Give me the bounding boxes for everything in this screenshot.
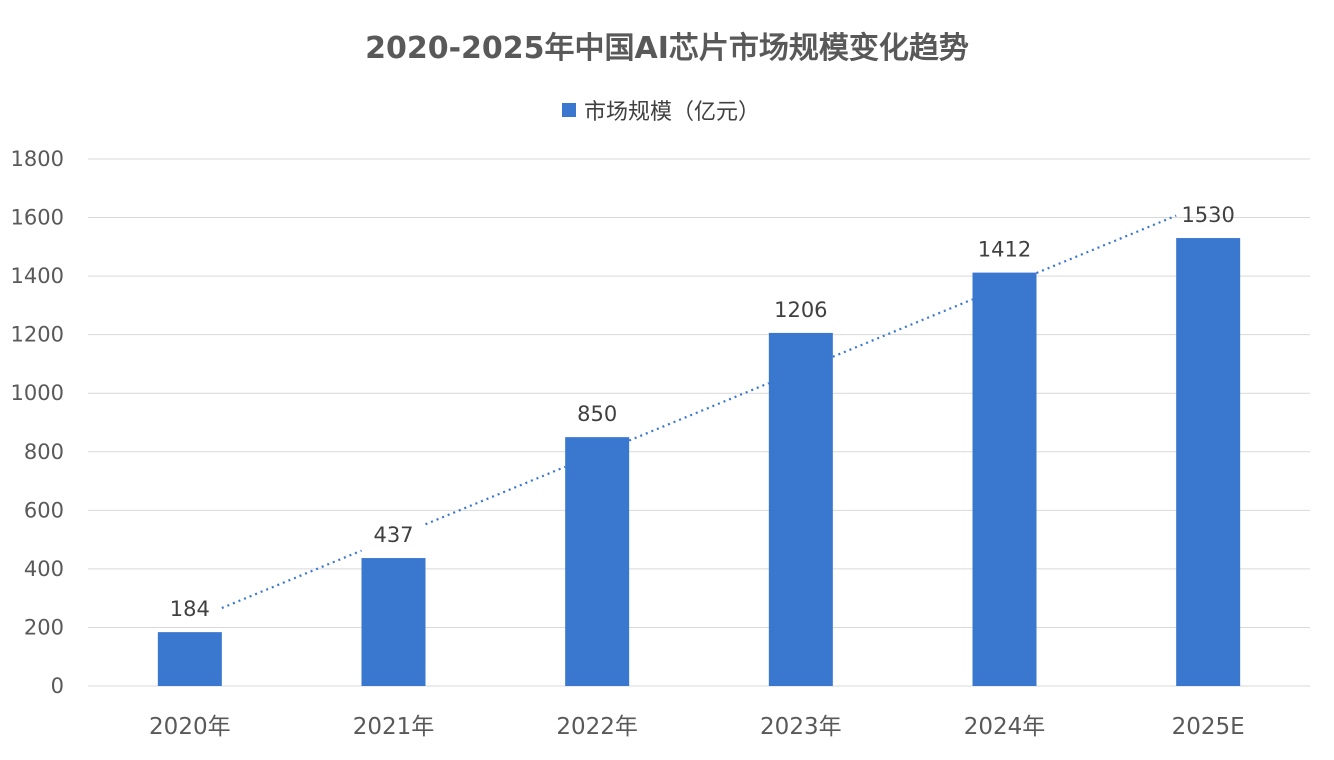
y-tick-label: 200 bbox=[24, 615, 64, 639]
legend-swatch bbox=[562, 103, 576, 117]
data-labels: 184 437 850 1206 1412 1530 bbox=[170, 203, 1235, 621]
bars bbox=[157, 238, 1241, 687]
y-tick-label: 0 bbox=[51, 674, 64, 698]
y-tick-label: 1400 bbox=[11, 264, 64, 288]
x-axis-category-labels: 2020年 2021年 2022年 2023年 2024年 2025E bbox=[149, 714, 1245, 740]
y-tick-label: 1800 bbox=[11, 147, 64, 171]
trendline-segment bbox=[832, 298, 973, 358]
x-category-label: 2025E bbox=[1172, 714, 1245, 740]
bar bbox=[1176, 238, 1241, 687]
bar bbox=[768, 332, 833, 686]
data-label: 850 bbox=[577, 402, 617, 426]
x-category-label: 2023年 bbox=[760, 714, 842, 740]
data-label: 1530 bbox=[1181, 203, 1234, 227]
x-category-label: 2021年 bbox=[353, 714, 435, 740]
y-axis-tick-labels: 0 200 400 600 800 1000 1200 1400 1600 1800 bbox=[11, 147, 64, 698]
legend-label: 市场规模（亿元） bbox=[584, 100, 760, 125]
y-tick-label: 800 bbox=[24, 440, 64, 464]
trendline-segment bbox=[221, 549, 362, 610]
y-tick-label: 1000 bbox=[11, 381, 64, 405]
y-tick-label: 1200 bbox=[11, 323, 64, 347]
bar bbox=[972, 272, 1037, 686]
legend: 市场规模（亿元） bbox=[562, 100, 760, 125]
trendline-segment bbox=[628, 382, 770, 442]
data-label: 184 bbox=[170, 597, 210, 621]
data-label: 1412 bbox=[978, 238, 1031, 262]
data-label: 1206 bbox=[774, 298, 827, 322]
y-tick-label: 400 bbox=[24, 557, 64, 581]
bar bbox=[565, 437, 630, 686]
gridlines bbox=[88, 158, 1310, 687]
bar bbox=[361, 558, 426, 686]
x-category-label: 2020年 bbox=[149, 714, 231, 740]
trendline-segment bbox=[1036, 214, 1177, 275]
chart-title: 2020-2025年中国AI芯片市场规模变化趋势 bbox=[365, 31, 969, 66]
x-category-label: 2024年 bbox=[964, 714, 1046, 740]
trendline-group bbox=[221, 214, 1177, 610]
y-tick-label: 1600 bbox=[11, 206, 64, 230]
bar bbox=[157, 632, 222, 686]
data-label: 437 bbox=[373, 523, 413, 547]
x-category-label: 2022年 bbox=[556, 714, 638, 740]
y-tick-label: 600 bbox=[24, 498, 64, 522]
trendline-segment bbox=[425, 465, 566, 526]
